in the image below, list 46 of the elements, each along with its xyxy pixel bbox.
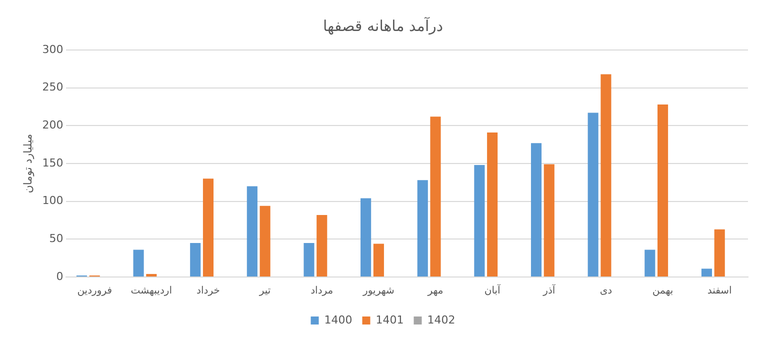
bar bbox=[417, 180, 428, 276]
x-tick-label: اردیبهشت bbox=[130, 286, 172, 297]
bar bbox=[714, 229, 725, 276]
bar bbox=[246, 186, 258, 276]
bar bbox=[373, 244, 384, 276]
x-tick-label: دی bbox=[600, 286, 612, 297]
y-tick-label: 100 bbox=[42, 194, 64, 208]
x-tick-label: فروردین bbox=[77, 286, 112, 297]
bar bbox=[544, 164, 554, 276]
bar bbox=[600, 74, 612, 276]
x-tick-label: تیر bbox=[258, 286, 271, 297]
y-tick-label: 0 bbox=[56, 270, 64, 283]
bar bbox=[474, 165, 485, 276]
x-tick-label: مرداد bbox=[310, 286, 334, 297]
bar bbox=[657, 104, 668, 276]
chart-title: درآمد ماهانه قصفها bbox=[322, 16, 444, 35]
x-tick-label: آذر bbox=[542, 284, 556, 297]
bar bbox=[487, 132, 498, 276]
y-tick-label: 200 bbox=[42, 118, 64, 132]
bar bbox=[202, 178, 214, 276]
bar bbox=[644, 250, 656, 276]
y-tick-label: 50 bbox=[49, 232, 64, 246]
bar bbox=[701, 268, 712, 276]
bar bbox=[190, 242, 201, 276]
x-tick-label: مهر bbox=[426, 286, 444, 297]
x-tick-label: بهمن bbox=[652, 286, 674, 297]
y-tick-label: 150 bbox=[42, 156, 64, 170]
bar bbox=[260, 206, 270, 276]
x-tick-label: اسفند bbox=[707, 286, 732, 297]
y-axis-title: میلیارد تومان bbox=[21, 134, 34, 194]
bar bbox=[530, 143, 542, 276]
bar bbox=[133, 250, 144, 276]
x-tick-label: شهریور bbox=[362, 286, 394, 297]
bar bbox=[304, 242, 314, 276]
x-tick-label: آبان bbox=[484, 284, 502, 297]
bar bbox=[146, 274, 157, 276]
x-tick-label: خرداد bbox=[196, 286, 220, 297]
y-tick-label: 250 bbox=[42, 80, 64, 94]
bar bbox=[316, 214, 328, 276]
bar bbox=[360, 198, 372, 276]
bar bbox=[430, 116, 441, 276]
bar bbox=[588, 112, 598, 276]
y-tick-label: 300 bbox=[42, 42, 64, 56]
legend-label: 1400 bbox=[324, 313, 352, 326]
legend-label: 1401 bbox=[376, 313, 404, 326]
legend-label: 1402 bbox=[427, 313, 456, 326]
